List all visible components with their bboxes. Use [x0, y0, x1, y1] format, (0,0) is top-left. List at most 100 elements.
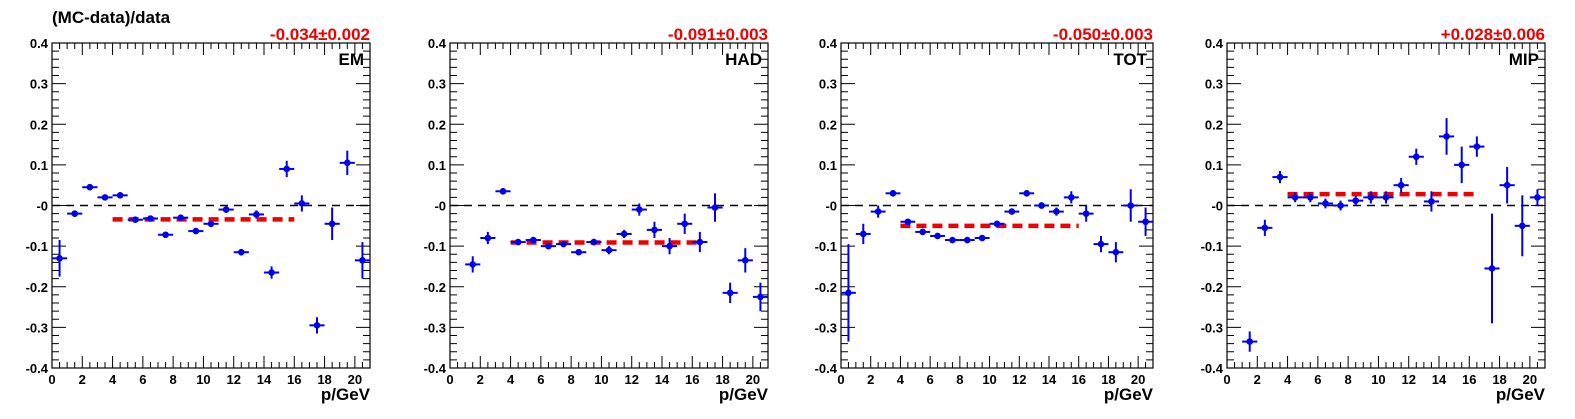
x-tick-label: 18 — [1101, 372, 1115, 387]
x-tick-label: 12 — [1012, 372, 1026, 387]
data-marker — [993, 220, 1001, 228]
x-tick-label: 4 — [1284, 372, 1292, 387]
data-marker — [1082, 210, 1090, 217]
data-marker — [514, 238, 522, 246]
data-point — [989, 220, 1005, 228]
data-marker — [131, 216, 139, 224]
data-marker — [635, 206, 643, 213]
data-marker — [934, 232, 941, 240]
data-point — [586, 238, 602, 246]
x-tick-label: 10 — [196, 372, 210, 387]
data-point — [264, 266, 280, 279]
data-marker — [1038, 202, 1045, 209]
data-point — [1333, 200, 1349, 211]
data-point — [601, 246, 617, 255]
data-marker — [545, 242, 552, 250]
data-point — [158, 231, 174, 239]
data-marker — [711, 204, 719, 211]
data-marker — [484, 234, 492, 242]
data-point — [127, 216, 143, 224]
y-tick-label: -0 — [36, 199, 48, 214]
data-point — [354, 242, 370, 279]
data-point — [1363, 191, 1379, 204]
data-marker — [726, 289, 734, 297]
data-marker — [207, 220, 215, 228]
data-marker — [560, 240, 567, 248]
y-tick-label: 0.2 — [819, 117, 837, 132]
data-point — [525, 236, 541, 244]
data-point — [294, 195, 310, 212]
data-marker — [919, 228, 927, 236]
y-tick-label: -0.2 — [1201, 280, 1223, 295]
data-marker — [963, 236, 971, 244]
data-marker — [469, 261, 477, 268]
x-tick-label: 2 — [477, 372, 484, 387]
y-tick-label: 0.3 — [428, 77, 446, 92]
x-tick-label: 16 — [1462, 372, 1476, 387]
data-marker — [1246, 338, 1254, 345]
data-marker — [1127, 202, 1135, 209]
data-marker — [859, 230, 867, 238]
x-tick-label: 0 — [1223, 372, 1230, 387]
data-point — [248, 210, 264, 219]
x-tick-label: 14 — [1042, 372, 1057, 387]
data-point — [495, 187, 511, 195]
data-point — [1004, 208, 1020, 215]
y-tick-label: -0 — [1211, 199, 1223, 214]
x-tick-label: 20 — [348, 372, 362, 387]
data-marker — [949, 236, 956, 244]
data-point — [218, 206, 234, 213]
data-point — [540, 242, 556, 250]
x-tick-label: 14 — [1432, 372, 1447, 387]
data-point — [1242, 331, 1258, 352]
x-tick-label: 2 — [1254, 372, 1261, 387]
data-point — [279, 160, 295, 178]
data-point — [1302, 192, 1318, 203]
data-marker — [253, 211, 260, 218]
data-marker — [298, 200, 306, 207]
panel-tot: -0.4 -0.3 -0.2 -0.1 -0 0.1 0.2 0.3 0.4 0 2 4 6 8 10 12 1… — [815, 25, 1154, 404]
data-point — [616, 229, 632, 238]
data-point — [737, 248, 753, 273]
data-marker — [1458, 161, 1466, 169]
x-tick-label: 16 — [685, 372, 699, 387]
data-point — [915, 228, 931, 236]
data-marker — [147, 215, 154, 222]
data-point — [1529, 189, 1545, 206]
data-point — [677, 213, 693, 234]
x-tick-label: 10 — [594, 372, 608, 387]
data-point — [1423, 191, 1439, 212]
data-point — [1454, 146, 1470, 184]
data-marker — [71, 210, 79, 217]
data-point — [1019, 190, 1035, 197]
x-tick-label: 2 — [867, 372, 874, 387]
y-tick-label: 0.2 — [428, 117, 446, 132]
data-point — [646, 221, 662, 238]
data-marker — [499, 187, 507, 195]
panel-label: EM — [339, 50, 365, 69]
data-point — [930, 232, 945, 240]
data-point — [1287, 192, 1303, 203]
data-point — [707, 193, 723, 222]
data-point — [752, 282, 768, 312]
y-tick-label: 0.3 — [1205, 77, 1223, 92]
data-point — [480, 231, 496, 245]
data-point — [870, 205, 886, 218]
x-tick-label: 6 — [1314, 372, 1321, 387]
data-point — [556, 240, 572, 248]
data-marker — [1023, 190, 1031, 197]
data-point — [855, 223, 871, 245]
data-marker — [1367, 194, 1375, 201]
data-marker — [529, 236, 537, 244]
x-tick-label: 4 — [507, 372, 515, 387]
data-marker — [343, 159, 351, 167]
x-tick-label: 0 — [48, 372, 55, 387]
data-point — [465, 256, 481, 273]
data-point — [1393, 177, 1409, 193]
panel-label: HAD — [725, 50, 762, 69]
data-marker — [1412, 153, 1420, 161]
x-tick-label: 16 — [1071, 372, 1085, 387]
x-tick-label: 12 — [624, 372, 638, 387]
data-marker — [177, 214, 185, 221]
